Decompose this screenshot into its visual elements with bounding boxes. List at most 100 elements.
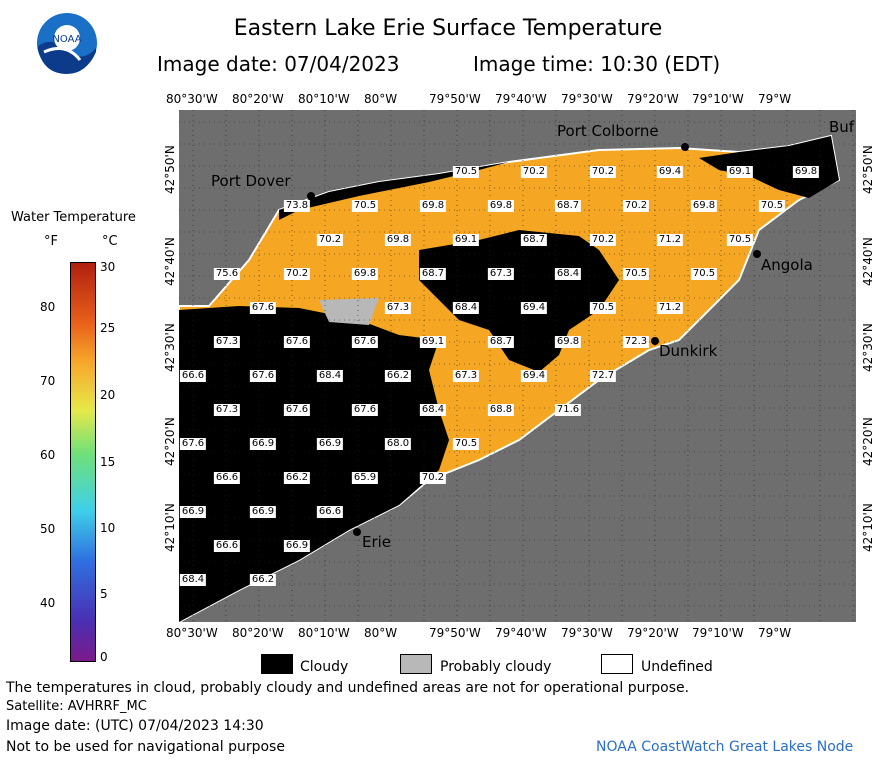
lon-tick-bottom: 79°50'W [429,626,481,640]
noaa-logo: NOAA [36,12,98,74]
lon-tick-top: 79°W [758,92,792,106]
footer-utc-date: Image date: (UTC) 07/04/2023 14:30 [6,718,264,734]
temperature-label: 69.1 [452,234,480,246]
temperature-label: 67.3 [384,302,412,314]
lon-tick-top: 80°10'W [298,92,350,106]
temperature-label: 69.4 [656,166,684,178]
colorbar-c-tick: 30 [100,260,116,274]
lon-tick-bottom: 80°10'W [298,626,350,640]
temperature-label: 65.9 [351,472,379,484]
lon-tick-top: 79°20'W [627,92,679,106]
temperature-label: 67.3 [452,370,480,382]
temperature-label: 66.9 [316,438,344,450]
map-canvas [178,110,856,624]
page-title: Eastern Lake Erie Surface Temperature [233,16,663,41]
lat-tick-left: 42°40'N [163,237,177,286]
marker-dunkirk [651,337,659,345]
city-buffalo: Buf [829,118,855,136]
legend-undefined: Undefined [641,659,713,675]
temperature-label: 69.8 [554,336,582,348]
city-markers [307,143,761,536]
temperature-label: 70.2 [589,166,617,178]
temperature-label: 70.5 [622,268,650,280]
temperature-label: 69.1 [419,336,447,348]
temperature-label: 75.6 [213,268,241,280]
temperature-label: 68.4 [316,370,344,382]
temperature-label: 66.9 [249,438,277,450]
temperature-label: 66.9 [179,506,207,518]
lon-tick-top: 79°10'W [692,92,744,106]
temperature-label: 66.6 [213,540,241,552]
temperature-label: 70.2 [316,234,344,246]
temperature-label: 67.6 [283,404,311,416]
lon-tick-top: 79°30'W [561,92,613,106]
colorbar-f-tick: 40 [40,596,56,610]
temperature-label: 70.2 [622,200,650,212]
lat-tick-left: 42°30'N [163,323,177,372]
city-angola: Angola [761,256,813,274]
colorbar-c-tick: 5 [100,587,108,601]
temperature-label: 67.6 [351,404,379,416]
lon-tick-top: 80°W [364,92,398,106]
legend-probably-cloudy: Probably cloudy [440,659,552,675]
temperature-label: 68.4 [554,268,582,280]
lat-tick-right: 42°50'N [861,145,875,194]
temperature-label: 69.8 [351,268,379,280]
temperature-label: 69.8 [792,166,820,178]
marker-angola [753,250,761,258]
colorbar-title: Water Temperature [11,210,136,225]
colorbar-unit-c: °C [102,234,118,249]
lon-tick-bottom: 80°30'W [166,626,218,640]
temperature-label: 72.7 [589,370,617,382]
temperature-label: 66.6 [213,472,241,484]
lon-tick-bottom: 79°W [758,626,792,640]
temperature-label: 67.6 [351,336,379,348]
temperature-label: 68.7 [554,200,582,212]
temperature-label: 68.7 [520,234,548,246]
temperature-label: 69.8 [690,200,718,212]
lat-tick-left: 42°20'N [163,417,177,466]
temperature-label: 72.3 [622,336,650,348]
temperature-label: 66.6 [179,370,207,382]
temperature-label: 66.9 [249,506,277,518]
colorbar-unit-f: °F [44,234,58,249]
marker-port-colborne [681,143,689,151]
legend-cloudy: Cloudy [300,659,349,675]
lat-tick-left: 42°10'N [163,503,177,552]
temperature-label: 69.4 [520,370,548,382]
cloud-area-center [419,230,619,372]
colorbar-f-tick: 70 [40,374,56,388]
temperature-label: 66.2 [384,370,412,382]
city-dunkirk: Dunkirk [659,342,718,360]
temperature-label: 67.6 [249,302,277,314]
lon-tick-bottom: 79°20'W [627,626,679,640]
temperature-label: 68.7 [419,268,447,280]
temperature-label: 66.6 [316,506,344,518]
temperature-label: 66.2 [283,472,311,484]
temperature-label: 69.4 [520,302,548,314]
temperature-label: 70.2 [520,166,548,178]
temperature-label: 70.5 [589,302,617,314]
lon-tick-top: 79°50'W [429,92,481,106]
legend-swatch-undefined [601,654,633,674]
temperature-label: 71.2 [656,234,684,246]
legend-swatch-cloudy [261,654,293,674]
colorbar-f-tick: 50 [40,522,56,536]
colorbar-c-tick: 25 [100,321,116,335]
lake-erie-map: 70.5 70.2 70.2 69.4 69.1 69.8 73.8 70.5 69.8 69.8… [178,110,856,624]
city-port-colborne: Port Colborne [557,122,659,140]
lon-tick-bottom: 80°20'W [232,626,284,640]
temperature-label: 69.8 [384,234,412,246]
lon-tick-top: 79°40'W [495,92,547,106]
temperature-label: 66.2 [249,574,277,586]
temperature-label: 67.3 [487,268,515,280]
temperature-label: 70.5 [690,268,718,280]
temperature-label: 68.8 [487,404,515,416]
lon-tick-bottom: 79°30'W [561,626,613,640]
lon-tick-bottom: 80°W [364,626,398,640]
temperature-label: 67.6 [249,370,277,382]
cloud-area-ne [699,136,839,198]
colorbar-c-tick: 10 [100,521,116,535]
colorbar-f-tick: 80 [40,300,56,314]
lon-tick-top: 80°30'W [166,92,218,106]
